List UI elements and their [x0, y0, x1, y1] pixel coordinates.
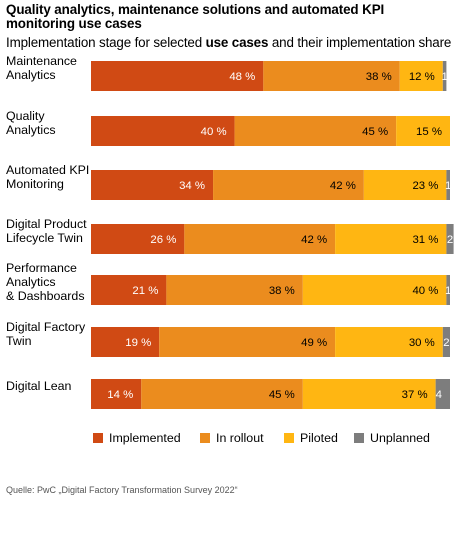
category-label-performance-analytics-dashboards: Performance Analytics & Dashboards — [6, 261, 85, 303]
legend-swatch — [200, 433, 210, 443]
category-label-line: & Dashboards — [6, 289, 85, 303]
data-label-in-rollout-performance-analytics-dashboards: 38 % — [269, 285, 295, 297]
data-label-in-rollout-quality-analytics: 45 % — [362, 126, 388, 138]
data-label-unplanned-digital-lean: 4 — [436, 389, 442, 401]
bar-segment-piloted-automated-kpi-monitoring — [363, 170, 447, 200]
bar-segment-piloted-digital-lean — [302, 379, 436, 409]
data-label-in-rollout-automated-kpi-monitoring: 42 % — [330, 180, 356, 192]
data-label-unplanned-maintenance-analytics: 1 — [441, 71, 447, 83]
category-label-digital-factory-twin: Digital Factory Twin — [6, 320, 86, 348]
data-label-piloted-digital-lean: 37 % — [402, 389, 428, 401]
bar-segment-implemented-digital-product-lifecycle-twin — [91, 224, 185, 254]
bar-segment-piloted-digital-factory-twin — [335, 327, 443, 357]
legend-label: In rollout — [216, 431, 264, 445]
category-label-line: Twin — [6, 334, 32, 348]
bar-segment-implemented-maintenance-analytics — [91, 61, 264, 91]
stacked-bar-chart: Maintenance Analytics 48 % 38 % 12 % 1Quality… — [6, 54, 454, 409]
data-label-implemented-digital-product-lifecycle-twin: 26 % — [150, 234, 176, 246]
data-label-in-rollout-digital-factory-twin: 49 % — [301, 337, 327, 349]
bar-segment-piloted-digital-product-lifecycle-twin — [335, 224, 447, 254]
category-label-quality-analytics: Quality Analytics — [6, 109, 56, 137]
bar-segment-in-rollout-performance-analytics-dashboards — [166, 275, 303, 305]
bar-segment-piloted-performance-analytics-dashboards — [302, 275, 447, 305]
data-label-unplanned-performance-analytics-dashboards: 1 — [445, 285, 451, 297]
data-label-implemented-digital-factory-twin: 19 % — [125, 337, 151, 349]
legend-swatch — [284, 433, 294, 443]
chart-legend: Implemented In rollout Piloted Unplanned — [93, 430, 453, 446]
bar-segment-implemented-performance-analytics-dashboards — [91, 275, 167, 305]
category-label-line: Digital Factory — [6, 320, 86, 334]
legend-swatch — [354, 433, 364, 443]
subtitle-text-end: and their implementation share — [268, 35, 452, 50]
data-label-unplanned-digital-factory-twin: 2 — [443, 337, 449, 349]
bar-segment-in-rollout-digital-factory-twin — [159, 327, 336, 357]
category-label-line: Analytics — [6, 68, 56, 82]
category-label-line: Maintenance — [6, 54, 77, 68]
legend-label: Piloted — [300, 431, 338, 445]
data-label-implemented-maintenance-analytics: 48 % — [229, 71, 255, 83]
legend-swatch — [93, 433, 103, 443]
data-label-piloted-maintenance-analytics: 12 % — [409, 71, 435, 83]
source-note: Quelle: PwC „Digital Factory Transformat… — [6, 485, 238, 495]
bar-segment-in-rollout-maintenance-analytics — [263, 61, 400, 91]
bar-segment-in-rollout-automated-kpi-monitoring — [213, 170, 364, 200]
category-label-line: Monitoring — [6, 177, 64, 191]
category-label-line: Analytics — [6, 123, 56, 137]
data-label-piloted-quality-analytics: 15 % — [416, 126, 442, 138]
bar-segment-unplanned-digital-factory-twin — [442, 327, 450, 357]
bar-segment-unplanned-digital-lean — [435, 379, 450, 409]
data-label-in-rollout-digital-lean: 45 % — [269, 389, 295, 401]
category-label-line: Automated KPI — [6, 163, 89, 177]
data-label-unplanned-automated-kpi-monitoring: 1 — [445, 180, 451, 192]
bar-segment-implemented-automated-kpi-monitoring — [91, 170, 214, 200]
chart-subtitle: Implementation stage for selected use ca… — [6, 35, 458, 51]
bar-segment-in-rollout-digital-product-lifecycle-twin — [184, 224, 336, 254]
data-label-unplanned-digital-product-lifecycle-twin: 2 — [447, 234, 453, 246]
bar-segment-unplanned-automated-kpi-monitoring — [446, 170, 450, 200]
bar-segment-implemented-digital-lean — [91, 379, 142, 409]
category-label-line: Analytics — [6, 275, 56, 289]
bar-segment-implemented-digital-factory-twin — [91, 327, 160, 357]
category-label-line: Performance — [6, 261, 77, 275]
data-label-implemented-quality-analytics: 40 % — [201, 126, 227, 138]
data-label-in-rollout-maintenance-analytics: 38 % — [366, 71, 392, 83]
data-label-piloted-digital-product-lifecycle-twin: 31 % — [412, 234, 438, 246]
category-label-digital-lean: Digital Lean — [6, 379, 72, 393]
bar-segment-in-rollout-quality-analytics — [234, 116, 397, 146]
bar-segment-unplanned-digital-product-lifecycle-twin — [446, 224, 454, 254]
category-label-line: Quality — [6, 109, 45, 123]
data-label-piloted-performance-analytics-dashboards: 40 % — [412, 285, 438, 297]
bar-segment-unplanned-maintenance-analytics — [442, 61, 447, 91]
subtitle-text-start: Implementation stage for selected — [6, 35, 206, 50]
bar-segment-piloted-maintenance-analytics — [399, 61, 443, 91]
legend-label: Implemented — [109, 431, 181, 445]
category-label-line: Digital Product — [6, 217, 87, 231]
bar-segment-unplanned-performance-analytics-dashboards — [446, 275, 450, 305]
data-label-implemented-digital-lean: 14 % — [107, 389, 133, 401]
data-label-implemented-automated-kpi-monitoring: 34 % — [179, 180, 205, 192]
category-label-line: Digital Lean — [6, 379, 72, 393]
data-label-in-rollout-digital-product-lifecycle-twin: 42 % — [301, 234, 327, 246]
bar-segment-implemented-quality-analytics — [91, 116, 235, 146]
data-label-piloted-digital-factory-twin: 30 % — [409, 337, 435, 349]
data-label-piloted-automated-kpi-monitoring: 23 % — [412, 180, 438, 192]
data-label-implemented-performance-analytics-dashboards: 21 % — [132, 285, 158, 297]
category-label-automated-kpi-monitoring: Automated KPI Monitoring — [6, 163, 89, 191]
category-label-line: Lifecycle Twin — [6, 231, 83, 245]
legend-label: Unplanned — [370, 431, 430, 445]
category-label-maintenance-analytics: Maintenance Analytics — [6, 54, 77, 82]
bar-segment-piloted-quality-analytics — [396, 116, 450, 146]
category-label-digital-product-lifecycle-twin: Digital Product Lifecycle Twin — [6, 217, 87, 245]
bar-segment-in-rollout-digital-lean — [141, 379, 303, 409]
chart-title: Quality analytics, maintenance solutions… — [6, 2, 385, 31]
subtitle-text-bold: use cases — [205, 35, 269, 50]
